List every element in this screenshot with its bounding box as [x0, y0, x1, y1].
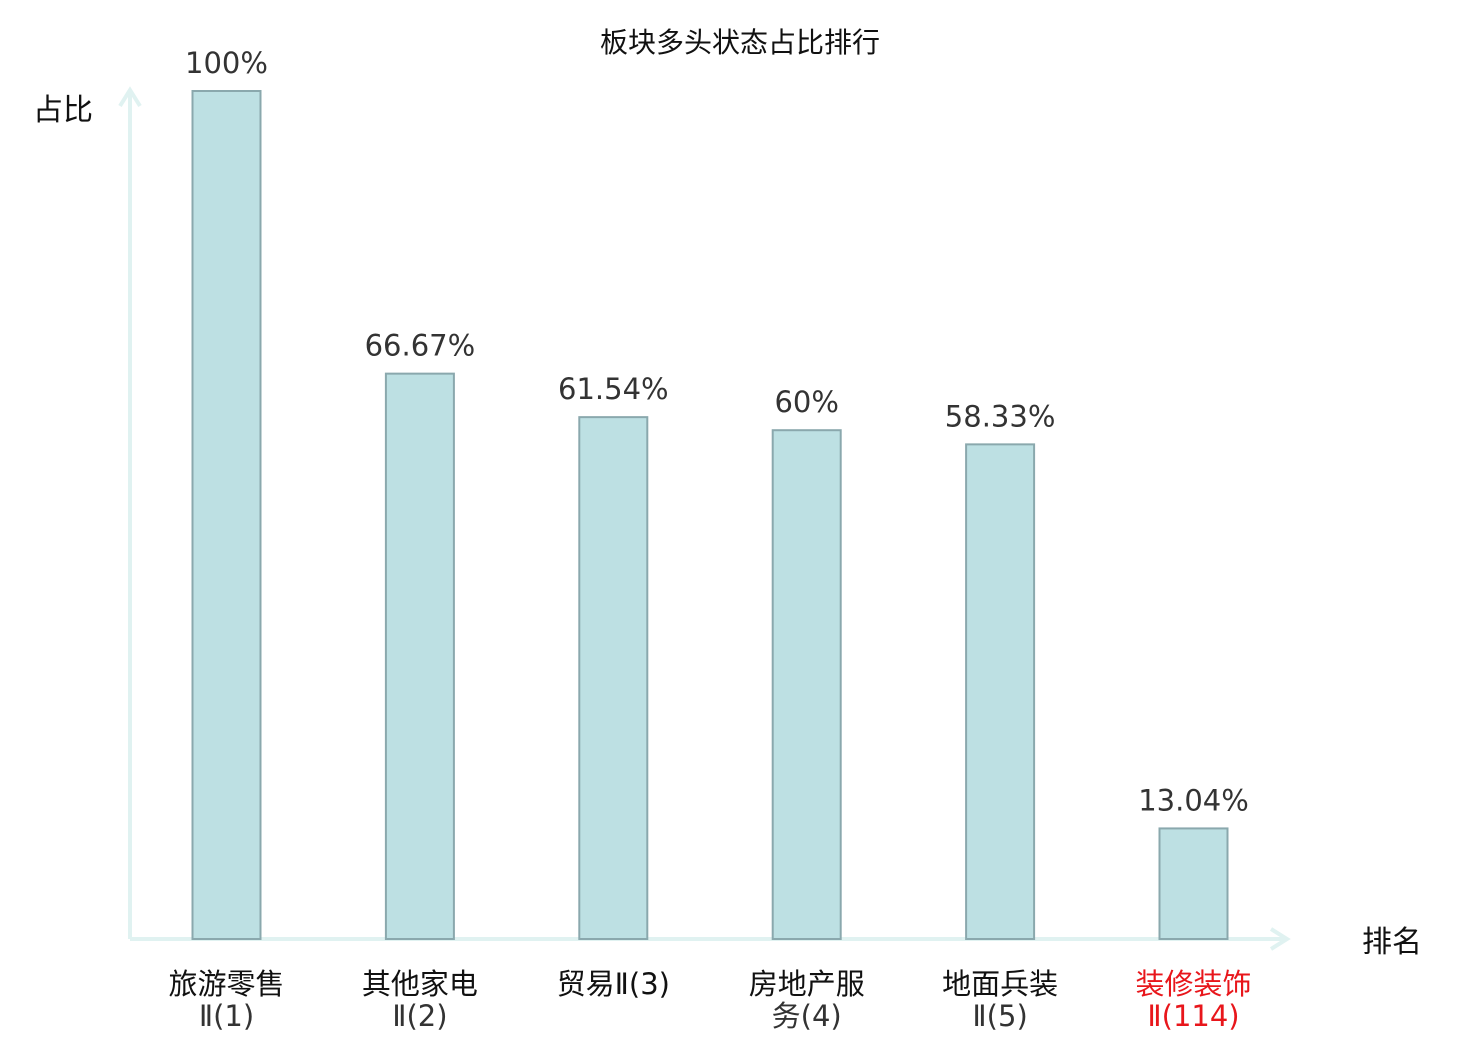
value-label-1: 66.67% [365, 329, 476, 363]
category-label-line: 旅游零售 [168, 967, 284, 1001]
value-labels-group: 100% 66.67% 61.54% 60% 58.33% 13.04% [185, 46, 1249, 817]
value-label-3: 60% [774, 385, 838, 419]
value-label-2: 61.54% [558, 372, 669, 406]
bar-5 [1158, 827, 1229, 940]
value-label-4: 58.33% [945, 399, 1056, 433]
category-label-line: Ⅱ(5) [972, 999, 1027, 1033]
category-label-line: 务(4) [772, 999, 842, 1033]
category-label-1: 其他家电 Ⅱ(2) [362, 967, 478, 1033]
category-label-line: Ⅱ(1) [199, 999, 254, 1033]
category-labels-group: 旅游零售 Ⅱ(1) 其他家电 Ⅱ(2) 贸易Ⅱ(3) 房地产服务(4) 地面兵装 Ⅱ(5) 装修… [168, 967, 1251, 1033]
x-axis-label: 排名 [1362, 925, 1422, 960]
bar-3 [771, 429, 842, 940]
chart-title: 板块多头状态占比排行 [600, 26, 880, 59]
bar-4 [965, 443, 1036, 940]
category-label-line: 其他家电 [362, 967, 478, 1001]
category-label-2: 贸易Ⅱ(3) [557, 967, 670, 1001]
category-label-line: 地面兵装 [942, 967, 1058, 1001]
category-label-line: 贸易Ⅱ(3) [557, 967, 670, 1001]
value-label-0: 100% [185, 46, 268, 80]
category-label-line: Ⅱ(114) [1147, 999, 1239, 1033]
bar-2 [578, 416, 649, 940]
value-label-5: 13.04% [1138, 783, 1249, 817]
bar-1 [384, 372, 455, 940]
category-label-line: 房地产服 [749, 967, 865, 1001]
y-axis-label: 占比 [33, 93, 93, 128]
category-label-line: 装修装饰 [1135, 967, 1251, 1001]
category-label-4: 地面兵装 Ⅱ(5) [942, 967, 1058, 1033]
x-axis-arrow [1269, 927, 1291, 951]
category-label-0: 旅游零售 Ⅱ(1) [168, 967, 284, 1033]
category-label-3: 房地产服务(4) [749, 967, 865, 1033]
category-label-5: 装修装饰 Ⅱ(114) [1135, 967, 1251, 1033]
y-axis-arrow [118, 86, 142, 108]
category-label-line: Ⅱ(2) [392, 999, 447, 1033]
bars-group [191, 90, 1229, 940]
axes [118, 86, 1291, 951]
bar-0 [191, 90, 262, 940]
